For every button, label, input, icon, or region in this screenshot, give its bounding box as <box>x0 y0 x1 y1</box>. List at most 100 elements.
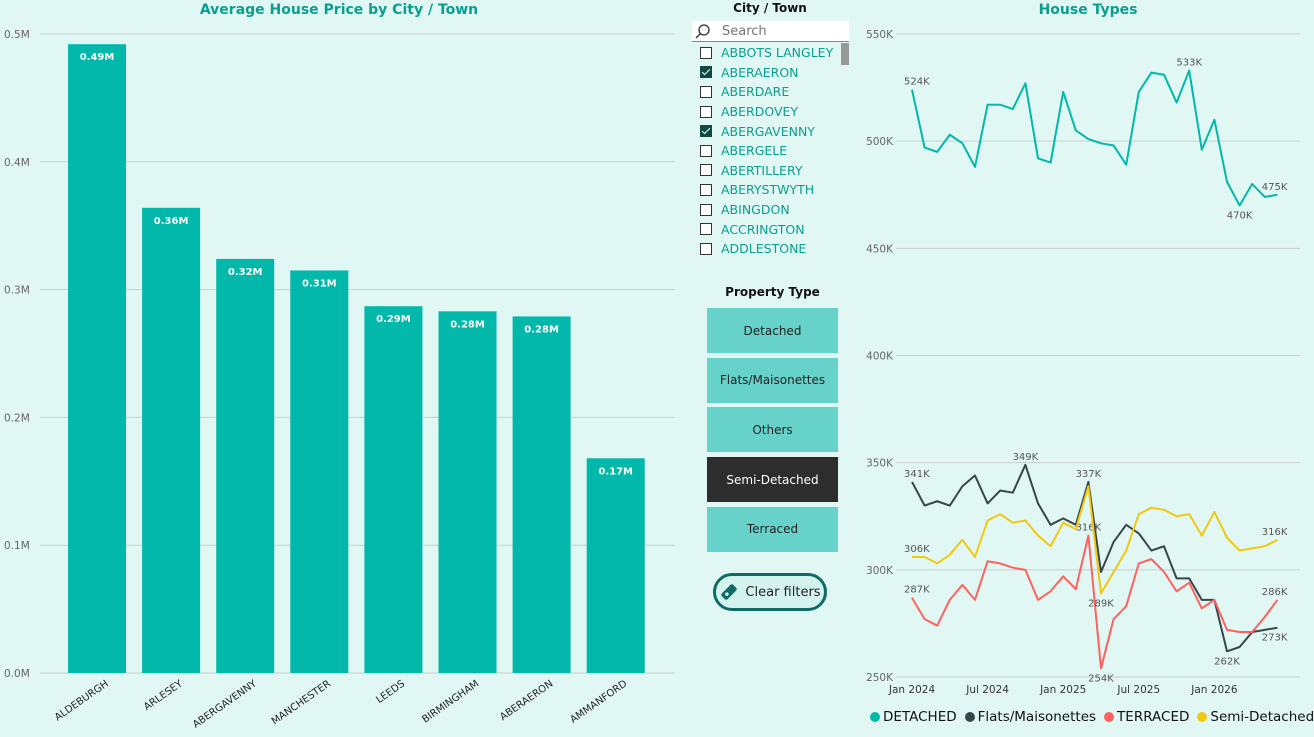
city-slicer-title: City / Town <box>733 1 807 15</box>
bar-ytick-label: 0.0M <box>4 668 30 680</box>
line-chart-title: House Types <box>1038 2 1138 18</box>
line-ytick-label: 450K <box>866 243 894 255</box>
bar-data-label: 0.29M <box>376 314 411 325</box>
legend-item[interactable]: TERRACED <box>1104 709 1189 725</box>
bar-data-label: 0.31M <box>302 278 337 289</box>
bar-data-label: 0.28M <box>450 319 485 330</box>
city-checkbox[interactable] <box>700 164 712 177</box>
property-type-button[interactable]: Terraced <box>707 506 838 552</box>
city-checkbox[interactable] <box>700 183 712 196</box>
city-item[interactable]: ABERYSTWYTH <box>700 180 840 200</box>
bar[interactable] <box>68 44 126 673</box>
bar-category-label: ABERAERON <box>498 678 555 723</box>
city-checkbox[interactable] <box>700 66 712 79</box>
series-line[interactable] <box>911 69 1278 207</box>
city-item[interactable]: ACCRINGTON <box>700 219 840 239</box>
bar-category-label: AMMANFORD <box>568 678 629 725</box>
legend-item[interactable]: Semi-Detached <box>1197 709 1314 725</box>
point-label: 306K <box>904 544 930 555</box>
bar[interactable] <box>290 270 349 673</box>
city-item[interactable]: ABERAERON <box>700 63 840 83</box>
legend-dot-icon <box>964 712 975 722</box>
series-line[interactable] <box>911 534 1279 670</box>
point-label: 533K <box>1176 57 1202 68</box>
bar-ytick-label: 0.4M <box>4 157 30 169</box>
legend-item[interactable]: DETACHED <box>870 709 957 725</box>
bar-ytick-label: 0.1M <box>4 540 30 552</box>
city-checkbox[interactable] <box>700 223 712 236</box>
bar[interactable] <box>216 258 275 673</box>
point-label: 287K <box>904 585 930 596</box>
bar-category-label: MANCHESTER <box>270 678 333 727</box>
city-item[interactable]: ABERTILLERY <box>700 161 840 181</box>
city-item[interactable]: ABBOTS LANGLEY <box>700 43 840 63</box>
city-list-scrollbar[interactable] <box>841 43 849 65</box>
city-item[interactable]: ABINGDON <box>700 200 840 220</box>
city-checkbox[interactable] <box>700 144 712 157</box>
line-xtick-label: Jan 2025 <box>1039 684 1086 696</box>
line-ytick-label: 300K <box>866 565 894 577</box>
bar-data-label: 0.28M <box>524 324 559 335</box>
city-search-input[interactable] <box>720 22 844 40</box>
city-item[interactable]: ABERDOVEY <box>700 102 840 122</box>
search-icon <box>695 24 710 39</box>
city-label: ABERGELE <box>721 143 788 159</box>
legend-item[interactable]: Flats/Maisonettes <box>964 709 1097 725</box>
point-label: 289K <box>1088 598 1114 609</box>
property-type-button[interactable]: Flats/Maisonettes <box>707 357 838 403</box>
property-type-button[interactable]: Detached <box>707 308 838 353</box>
city-checkbox[interactable] <box>700 242 712 255</box>
point-label: 349K <box>1013 452 1039 463</box>
city-label: ACCRINGTON <box>721 221 805 237</box>
bar-chart-title: Average House Price by City / Town <box>199 2 479 18</box>
city-label: ADDLESTONE <box>721 241 807 257</box>
bar[interactable] <box>438 311 497 673</box>
point-label: 337K <box>1076 469 1102 480</box>
line-xtick-label: Jan 2026 <box>1190 684 1238 696</box>
bar-ytick-label: 0.5M <box>4 29 30 41</box>
city-label: ABERGAVENNY <box>721 123 815 139</box>
property-type-button[interactable]: Semi-Detached <box>707 457 838 503</box>
city-search-box[interactable] <box>692 21 849 42</box>
city-checkbox[interactable] <box>700 105 712 118</box>
line-ytick-label: 550K <box>866 29 894 41</box>
city-item[interactable]: ABERDARE <box>700 82 840 102</box>
bar-ytick-label: 0.2M <box>4 412 30 424</box>
line-chart-legend: DETACHED Flats/Maisonettes TERRACED Semi-De… <box>870 709 1314 725</box>
bar-chart[interactable]: 0.0M 0.1M 0.2M 0.3M 0.4M 0.5M 0.49M ALDEBURGH 0.… <box>0 0 690 737</box>
city-label: ABERAERON <box>721 64 799 80</box>
city-item[interactable]: ABERGELE <box>700 141 840 161</box>
bar-category-label: ALDEBURGH <box>53 678 111 723</box>
legend-label: Flats/Maisonettes <box>977 709 1097 725</box>
point-label: 316K <box>1076 523 1102 534</box>
bar[interactable] <box>142 207 201 674</box>
point-label: 524K <box>904 77 930 88</box>
bar-data-label: 0.17M <box>598 466 633 477</box>
city-item[interactable]: ABERGAVENNY <box>700 121 840 141</box>
property-type-button[interactable]: Others <box>707 407 838 453</box>
clear-filters-button[interactable]: Clear filters <box>713 573 827 611</box>
city-checkbox[interactable] <box>700 203 712 216</box>
city-checkbox[interactable] <box>700 46 712 59</box>
city-list: ABBOTS LANGLEY ABERAERON ABERDARE ABERDOVEY… <box>700 43 840 259</box>
point-label: 341K <box>904 469 930 480</box>
city-item[interactable]: ADDLESTONE <box>700 239 840 259</box>
series-line[interactable] <box>912 485 1278 595</box>
bar[interactable] <box>512 316 571 673</box>
property-slicer-title: Property Type <box>725 285 820 299</box>
line-ytick-label: 500K <box>866 136 894 148</box>
bar-data-label: 0.32M <box>228 267 263 278</box>
legend-dot-icon <box>1197 712 1208 722</box>
bar[interactable] <box>364 306 423 673</box>
bar[interactable] <box>586 458 645 673</box>
legend-dot-icon <box>870 712 880 722</box>
point-label: 470K <box>1227 210 1253 221</box>
city-label: ABERDARE <box>721 84 790 100</box>
line-xtick-label: Jul 2025 <box>1116 684 1160 696</box>
city-checkbox[interactable] <box>700 85 712 98</box>
series-line[interactable] <box>911 463 1278 653</box>
bar-category-label: BIRMINGHAM <box>420 678 481 725</box>
clear-filters-label: Clear filters <box>745 584 821 600</box>
city-checkbox[interactable] <box>700 125 712 138</box>
city-label: ABBOTS LANGLEY <box>721 45 834 61</box>
